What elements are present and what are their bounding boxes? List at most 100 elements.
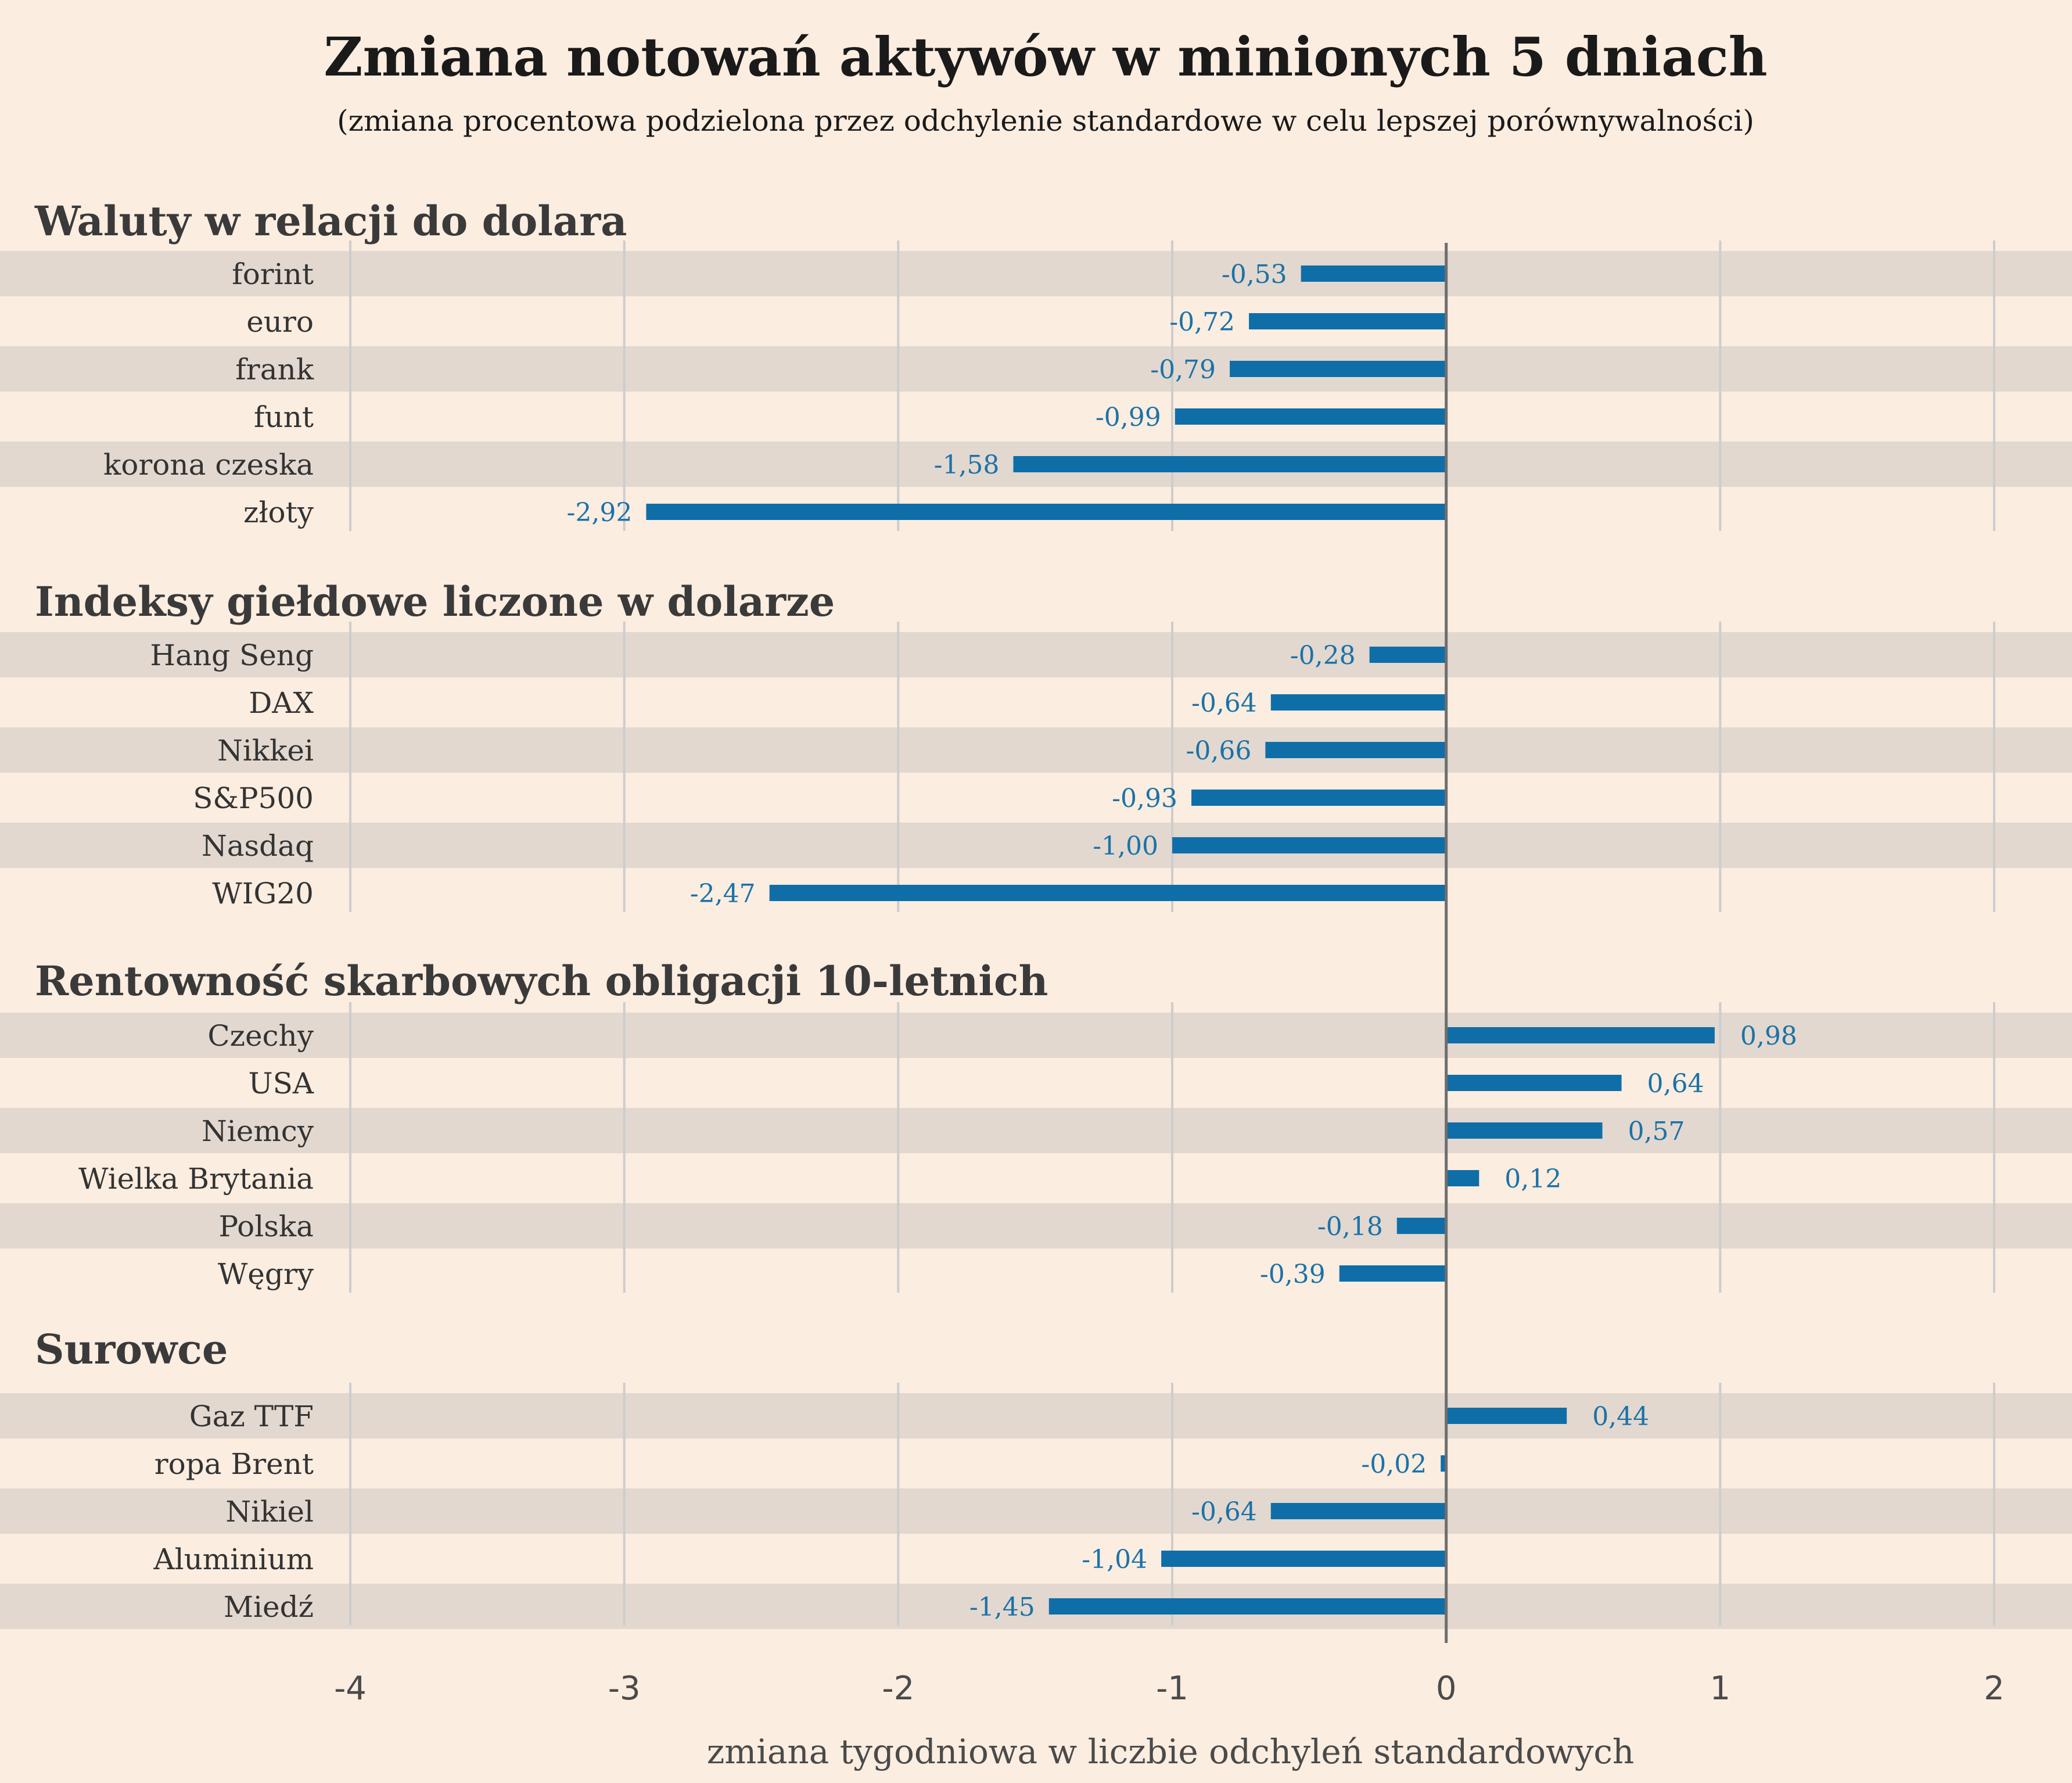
- x-tick-label: -2: [882, 1670, 914, 1707]
- data-label: -0,39: [1260, 1260, 1326, 1289]
- labels: Waluty w relacji do dolara forint -0,53 eur…: [34, 197, 1797, 1624]
- row-stripe: [0, 823, 2072, 868]
- bar: [1446, 1408, 1567, 1424]
- category-label: Miedź: [224, 1590, 314, 1624]
- bars: [646, 266, 1715, 1615]
- data-label: -1,58: [934, 450, 1000, 480]
- category-label: Polska: [219, 1210, 314, 1243]
- category-label: Niemcy: [202, 1114, 314, 1148]
- data-label: -0,79: [1150, 355, 1216, 385]
- row-stripe: [0, 1108, 2072, 1153]
- data-label: -1,04: [1082, 1545, 1147, 1574]
- bar: [1446, 1075, 1622, 1091]
- row-stripe: [0, 1203, 2072, 1249]
- bar: [1369, 647, 1446, 663]
- row-stripe: [0, 1488, 2072, 1534]
- row-stripe: [0, 1013, 2072, 1058]
- bar: [769, 885, 1446, 901]
- category-label: Wielka Brytania: [78, 1162, 314, 1196]
- bar: [1191, 790, 1446, 806]
- bar: [1175, 408, 1446, 425]
- data-label: -0,64: [1191, 1497, 1257, 1527]
- data-label: 0,44: [1592, 1402, 1649, 1432]
- row-stripe: [0, 1584, 2072, 1629]
- data-label: -1,45: [969, 1592, 1035, 1622]
- data-label: -2,47: [690, 879, 756, 909]
- data-label: -0,99: [1096, 403, 1161, 432]
- bar: [1446, 1170, 1480, 1186]
- bar: [1265, 742, 1446, 758]
- category-label: Gaz TTF: [189, 1400, 314, 1433]
- bar: [1161, 1551, 1446, 1567]
- category-label: Aluminium: [153, 1542, 314, 1576]
- grid-lines: [349, 241, 1995, 1626]
- data-label: -0,64: [1191, 688, 1257, 718]
- bar: [1013, 456, 1446, 472]
- x-tick-label: -1: [1156, 1670, 1188, 1707]
- category-label: Czechy: [207, 1019, 314, 1053]
- category-label: Hang Seng: [150, 638, 314, 672]
- row-stripes: [0, 251, 2072, 1629]
- section-title: Indeksy giełdowe liczone w dolarze: [35, 577, 835, 626]
- data-label: -0,28: [1290, 641, 1356, 670]
- x-tick-label: 2: [1984, 1670, 2005, 1707]
- bar: [1172, 837, 1446, 853]
- chart-title: Zmiana notowań aktywów w minionych 5 dni…: [324, 26, 1767, 88]
- data-label: 0,57: [1628, 1117, 1685, 1146]
- section-title: Surowce: [35, 1325, 228, 1373]
- row-stripe: [0, 632, 2072, 677]
- section-title: Rentowność skarbowych obligacji 10-letni…: [35, 957, 1048, 1005]
- data-label: 0,64: [1647, 1069, 1704, 1099]
- bar: [1270, 1503, 1446, 1519]
- category-label: złoty: [243, 496, 314, 529]
- bar: [1249, 313, 1446, 329]
- bar: [1441, 1455, 1446, 1472]
- category-label: Węgry: [218, 1257, 314, 1291]
- row-stripe: [0, 1393, 2072, 1438]
- data-label: -0,66: [1186, 736, 1252, 766]
- bar: [1230, 361, 1446, 377]
- row-stripe: [0, 251, 2072, 296]
- category-label: forint: [232, 257, 314, 291]
- bar: [1446, 1027, 1715, 1043]
- bar: [646, 504, 1446, 520]
- category-label: Nikkei: [217, 734, 314, 767]
- row-stripe: [0, 727, 2072, 773]
- category-label: Nasdaq: [202, 829, 314, 863]
- data-label: 0,98: [1740, 1021, 1797, 1051]
- bar: [1396, 1218, 1446, 1234]
- x-tick-label: -3: [608, 1670, 641, 1707]
- category-label: USA: [249, 1067, 314, 1100]
- category-label: korona czeska: [103, 448, 314, 482]
- data-label: -0,53: [1222, 260, 1287, 289]
- category-label: S&P500: [193, 781, 314, 815]
- category-label: Nikiel: [225, 1495, 314, 1529]
- x-axis-title: zmiana tygodniowa w liczbie odchyleń sta…: [707, 1732, 1635, 1771]
- category-label: funt: [254, 400, 314, 434]
- data-label: -0,72: [1169, 307, 1235, 337]
- bar: [1270, 694, 1446, 711]
- x-tick-label: 1: [1710, 1670, 1731, 1707]
- chart-subtitle: (zmiana procentowa podzielona przez odch…: [337, 104, 1754, 138]
- bar: [1048, 1598, 1446, 1615]
- data-label: -0,18: [1317, 1212, 1383, 1242]
- data-label: -0,02: [1361, 1450, 1427, 1479]
- data-label: -2,92: [567, 498, 633, 528]
- bar: [1446, 1122, 1603, 1139]
- section-title: Waluty w relacji do dolara: [34, 197, 627, 245]
- category-label: ropa Brent: [155, 1447, 314, 1481]
- category-label: DAX: [249, 686, 314, 720]
- category-label: frank: [235, 353, 314, 386]
- bar: [1339, 1265, 1446, 1282]
- x-tick-label: 0: [1436, 1670, 1457, 1707]
- bar: [1301, 266, 1446, 282]
- x-tick-label: -4: [334, 1670, 367, 1707]
- x-axis: -4 -3 -2 -1 0 1 2: [334, 243, 2005, 1707]
- data-label: 0,12: [1504, 1164, 1561, 1194]
- data-label: -1,00: [1093, 831, 1158, 861]
- category-label: WIG20: [212, 877, 314, 910]
- category-label: euro: [246, 305, 314, 339]
- row-stripe: [0, 346, 2072, 392]
